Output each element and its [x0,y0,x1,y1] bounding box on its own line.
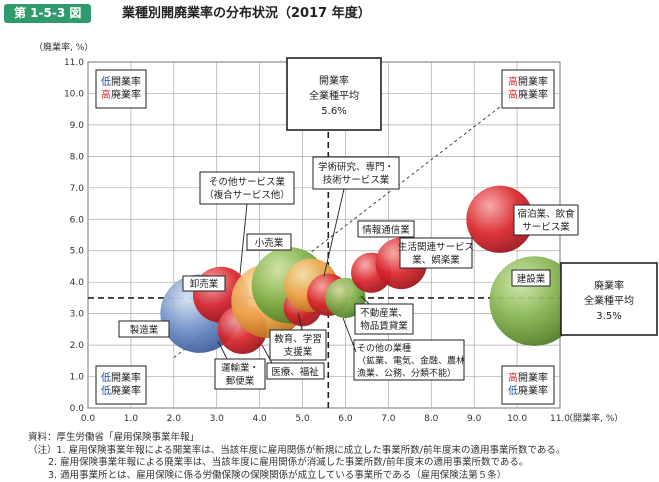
x-tick-label: 6.0 [338,414,353,424]
source-note: 資料：厚生労働省「雇用保険事業年報」 [28,432,656,445]
quadrant-top-left: 高廃業率 [101,88,141,101]
opening-average-label: 5.6% [321,106,346,117]
quadrant-top-right: 高廃業率 [508,88,548,101]
x-axis-label: （開業率, %） [564,412,623,424]
y-axis-label: （廃業率, %） [34,41,93,53]
bubble-label-lifestyle: 業、娯楽業 [412,254,460,266]
bubble-label-education: 教育、学習 [274,333,322,345]
bubble-label-retail: 小売業 [255,237,284,249]
x-tick-label: 7.0 [381,414,396,424]
bubble-label-other-industry: 漁業、公務、分類不能） [357,367,456,379]
bubble-label-medical: 医療、福祉 [271,366,319,378]
figure-title: 業種別開廃業率の分布状況（2017 年度） [122,5,371,23]
x-tick-label: 9.0 [467,414,482,424]
y-tick-label: 8.0 [70,152,85,162]
closing-average-label: 全業種平均 [584,294,634,307]
y-tick-label: 2.0 [70,341,85,351]
note-2: 2. 雇用保険事業年報による廃業率は、当該年度に雇用関係が消滅した事業所数/前年… [28,457,656,470]
opening-average-label: 全業種平均 [309,89,359,102]
quadrant-bottom-right: 低廃業率 [508,384,548,397]
note-1: （注）1. 雇用保険事業年報による開業率は、当該年度に雇用関係が新規に成立した事… [28,445,656,458]
bubble-label-transport: 運輸業・ [221,362,259,374]
bubble-label-other-industry: （鉱業、電気、金融、農林 [357,355,465,367]
bubble-label-lifestyle: 生活関連サービス [398,241,474,253]
closing-average-label: 廃業率 [594,279,624,292]
y-tick-label: 4.0 [70,278,85,288]
bubble-label-other-industry: その他の業種 [357,342,411,354]
notes: 資料：厚生労働省「雇用保険事業年報」 （注）1. 雇用保険事業年報による開業率は… [28,432,656,482]
y-tick-label: 3.0 [70,310,85,320]
quadrant-bottom-left-box [96,366,146,404]
y-tick-label: 1.0 [70,373,85,383]
x-tick-label: 4.0 [252,414,267,424]
y-tick-label: 9.0 [70,121,85,131]
y-tick-label: 5.0 [70,247,85,257]
bubble-label-info: 情報通信業 [362,224,410,236]
bubble-label-realestate: 物品賃貸業 [360,320,408,332]
figure-header: 第 1-5-3 図 業種別開廃業率の分布状況（2017 年度） [0,0,659,26]
bubble-label-education: 支援業 [284,346,313,358]
bubble-label-hotel: 宿泊業、飲食 [517,208,575,220]
bubble-label-academic: 技術サービス業 [323,174,390,186]
bubble-label-other-service: その他サービス業 [209,176,286,188]
x-tick-label: 10.0 [507,414,527,424]
y-tick-label: 7.0 [70,184,85,194]
quadrant-bottom-left: 低開業率 [101,371,141,384]
opening-average-label: 開業率 [319,74,349,87]
quadrant-bottom-left: 低廃業率 [101,384,141,397]
quadrant-top-left-box [96,70,146,108]
y-tick-label: 0.0 [70,404,85,414]
quadrant-bottom-right-box [502,366,554,404]
y-tick-label: 6.0 [70,215,85,225]
x-tick-label: 8.0 [424,414,439,424]
x-tick-label: 3.0 [210,414,225,424]
bubble-label-construction: 建設業 [517,273,546,285]
bubble-label-manufacturing: 製造業 [130,324,159,336]
bubble-label-realestate: 不動産業、 [360,307,408,319]
x-tick-label: 0.0 [81,414,96,424]
figure-number-badge: 第 1-5-3 図 [4,4,91,23]
x-tick-label: 2.0 [167,414,182,424]
bubble-label-hotel: サービス業 [522,221,570,233]
bubble-label-transport: 郵便業 [226,375,255,387]
note-3: 3. 適用事業所とは、雇用保険に係る労働保険の保険関係が成立している事業所である… [28,470,656,482]
bubble-label-other-service: （複合サービス他） [204,189,290,201]
bubble-label-academic: 学術研究、専門・ [318,161,394,173]
quadrant-top-right: 高開業率 [508,75,548,88]
quadrant-bottom-right: 高開業率 [508,371,548,384]
quadrant-top-left: 低開業率 [101,75,141,88]
y-tick-label: 11.0 [64,58,84,68]
closing-average-label: 3.5% [596,311,621,322]
bubble-label-wholesale: 卸売業 [190,278,219,290]
bubble-chart: 0.0 1.0 2.0 3.0 4.0 5.0 6.0 7.0 8.0 9.0 10.0 11.0 0.… [0,26,659,430]
quadrant-top-right-box [502,70,554,108]
y-tick-label: 10.0 [64,89,84,99]
x-tick-label: 1.0 [124,414,139,424]
x-tick-label: 5.0 [295,414,310,424]
